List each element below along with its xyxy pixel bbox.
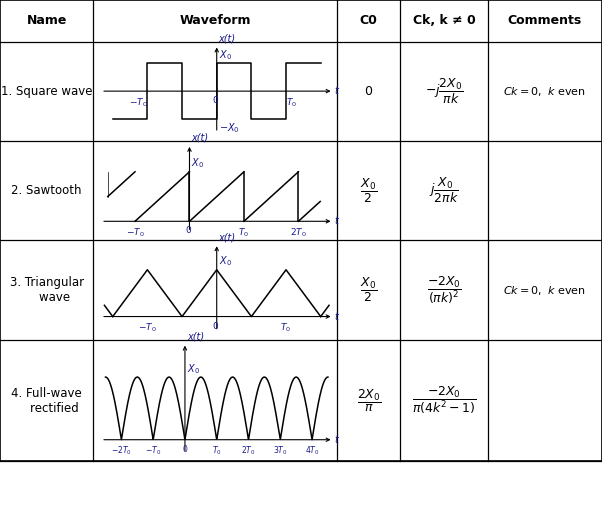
Text: $\dfrac{-2X_0}{\pi(4k^2-1)}$: $\dfrac{-2X_0}{\pi(4k^2-1)}$ <box>412 385 476 416</box>
Text: $-2T_0$: $-2T_0$ <box>111 445 132 457</box>
Text: 4. Full-wave
    rectified: 4. Full-wave rectified <box>11 386 82 415</box>
Text: $\dfrac{X_0}{2}$: $\dfrac{X_0}{2}$ <box>360 276 377 304</box>
Text: 0: 0 <box>213 96 219 105</box>
Text: t: t <box>335 216 338 226</box>
Text: $X_0$: $X_0$ <box>219 255 232 268</box>
Text: $j\dfrac{X_0}{2\pi k}$: $j\dfrac{X_0}{2\pi k}$ <box>429 176 459 205</box>
Text: x(t): x(t) <box>219 33 235 44</box>
Text: 0: 0 <box>185 226 191 235</box>
Text: C0: C0 <box>360 14 377 27</box>
Text: 1. Square wave: 1. Square wave <box>1 85 92 98</box>
Text: $\dfrac{X_0}{2}$: $\dfrac{X_0}{2}$ <box>360 176 377 205</box>
Text: $4T_0$: $4T_0$ <box>305 445 319 457</box>
Text: $-T_0$: $-T_0$ <box>126 226 144 239</box>
Text: $\dfrac{-2X_0}{(\pi k)^2}$: $\dfrac{-2X_0}{(\pi k)^2}$ <box>427 274 461 306</box>
Text: $2T_0$: $2T_0$ <box>290 226 307 239</box>
Text: $3T_0$: $3T_0$ <box>273 445 288 457</box>
Text: $-j\dfrac{2X_0}{\pi k}$: $-j\dfrac{2X_0}{\pi k}$ <box>425 77 463 106</box>
Text: $Ck = 0,\ k$ even: $Ck = 0,\ k$ even <box>503 85 586 98</box>
Text: $X_0$: $X_0$ <box>191 157 204 170</box>
Text: x(t): x(t) <box>191 133 208 143</box>
Text: $Ck = 0,\ k$ even: $Ck = 0,\ k$ even <box>503 283 586 297</box>
Text: Name: Name <box>26 14 67 27</box>
Text: $2T_0$: $2T_0$ <box>241 445 256 457</box>
Text: $X_0$: $X_0$ <box>187 362 200 376</box>
Text: t: t <box>335 86 338 96</box>
Text: t: t <box>335 434 338 445</box>
Text: Waveform: Waveform <box>179 14 251 27</box>
Text: 3. Triangular
    wave: 3. Triangular wave <box>10 276 84 304</box>
Text: $\dfrac{2X_0}{\pi}$: $\dfrac{2X_0}{\pi}$ <box>356 387 381 414</box>
Text: $0$: $0$ <box>364 85 373 98</box>
Text: $T_0$: $T_0$ <box>212 445 222 457</box>
Text: 0: 0 <box>213 321 219 331</box>
Text: $-T_0$: $-T_0$ <box>145 445 161 457</box>
Text: t: t <box>335 311 338 321</box>
Text: $X_0$: $X_0$ <box>219 48 232 61</box>
Text: Comments: Comments <box>507 14 582 27</box>
Text: $-T_0$: $-T_0$ <box>129 96 147 108</box>
Text: x(t): x(t) <box>219 232 235 242</box>
Text: $-T_0$: $-T_0$ <box>138 321 157 334</box>
Text: $T_0$: $T_0$ <box>238 226 249 239</box>
Text: $T_0$: $T_0$ <box>281 321 291 334</box>
Text: 2. Sawtooth: 2. Sawtooth <box>11 184 82 197</box>
Text: $T_0$: $T_0$ <box>286 96 297 108</box>
Text: x(t): x(t) <box>187 332 204 342</box>
Text: $-X_0$: $-X_0$ <box>219 121 239 134</box>
Text: Ck, k ≠ 0: Ck, k ≠ 0 <box>412 14 476 27</box>
Text: 0: 0 <box>182 445 187 454</box>
